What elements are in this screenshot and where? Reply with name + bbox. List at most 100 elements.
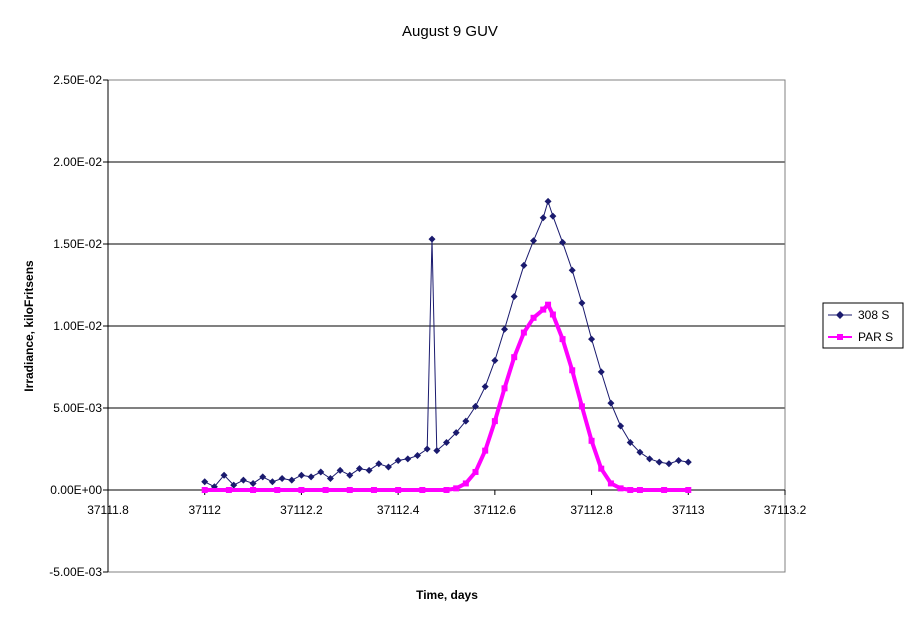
plot-series <box>201 197 692 493</box>
data-point <box>336 466 344 474</box>
data-point <box>443 487 450 493</box>
data-point <box>559 336 566 343</box>
data-point <box>346 471 354 479</box>
data-point <box>559 238 567 246</box>
data-point <box>404 455 412 463</box>
data-point <box>433 447 441 455</box>
x-tick-label: 37112.4 <box>377 503 420 517</box>
chart-title: August 9 GUV <box>402 23 498 40</box>
data-point <box>597 368 605 376</box>
data-point <box>375 460 383 468</box>
data-point <box>201 487 208 493</box>
data-point <box>626 438 634 446</box>
data-point <box>636 487 643 493</box>
x-tick-label: 37113.2 <box>764 503 807 517</box>
legend-label-308s: 308 S <box>858 308 889 322</box>
series-line <box>204 302 689 492</box>
data-point <box>326 475 334 483</box>
data-point <box>646 455 654 463</box>
data-point <box>428 235 436 243</box>
data-point <box>481 383 489 391</box>
data-point <box>607 480 614 487</box>
legend-box <box>822 302 904 349</box>
data-point <box>274 487 281 493</box>
y-tick-label: 1.50E-02 <box>53 237 102 251</box>
data-point <box>530 237 538 245</box>
legend-marker-pars <box>837 334 843 340</box>
data-point <box>370 487 377 493</box>
data-point <box>501 385 508 392</box>
data-point <box>452 429 460 437</box>
data-point <box>249 479 257 487</box>
data-point <box>322 487 329 493</box>
data-point <box>413 452 421 460</box>
data-point <box>250 487 257 493</box>
series-pars <box>201 301 692 493</box>
x-tick-label: 37111.8 <box>87 503 129 517</box>
y-tick-label: -5.00E-03 <box>49 565 102 579</box>
data-point <box>443 438 450 446</box>
data-point <box>588 437 595 444</box>
data-point <box>268 478 276 486</box>
y-tick-label: 2.00E-02 <box>53 155 102 169</box>
legend: 308 S PAR S <box>822 302 904 349</box>
data-point <box>297 471 305 479</box>
y-tick-label: 0.00E+00 <box>50 483 102 497</box>
data-point <box>472 468 479 475</box>
data-point <box>539 214 547 222</box>
legend-marker-308s <box>836 311 844 319</box>
data-point <box>510 292 518 300</box>
data-point <box>636 448 644 456</box>
series-308s <box>201 197 692 491</box>
data-point <box>472 402 480 410</box>
x-tick-label: 37112 <box>188 503 221 517</box>
data-point <box>578 299 586 307</box>
x-tick-label: 37112.8 <box>570 503 613 517</box>
data-point <box>317 468 325 476</box>
data-point <box>511 354 518 361</box>
data-point <box>220 471 228 479</box>
data-point <box>365 466 373 474</box>
y-tick-label: 1.00E-02 <box>53 319 102 333</box>
data-point <box>617 485 624 492</box>
data-point <box>395 487 402 493</box>
data-point <box>384 463 392 471</box>
data-point <box>491 418 498 425</box>
data-point <box>423 445 431 453</box>
data-point <box>598 465 605 472</box>
x-axis-label: Time, days <box>416 588 478 602</box>
x-tick-label: 37113 <box>672 503 705 517</box>
data-point <box>278 475 286 483</box>
y-tick-label: 5.00E-03 <box>53 401 102 415</box>
data-point <box>501 325 509 333</box>
data-point <box>453 485 460 492</box>
data-point <box>665 460 673 468</box>
data-point <box>675 456 683 464</box>
data-point <box>482 447 489 454</box>
y-tick-label: 2.50E-02 <box>53 73 102 87</box>
data-point <box>544 197 552 205</box>
data-point <box>607 399 615 407</box>
data-point <box>491 356 499 364</box>
data-point <box>661 487 668 493</box>
data-point <box>549 212 557 220</box>
data-point <box>225 487 232 493</box>
data-point <box>307 473 315 481</box>
data-point <box>419 487 426 493</box>
data-point <box>655 458 663 466</box>
data-point <box>588 335 596 343</box>
data-point <box>578 403 585 410</box>
data-point <box>684 458 692 466</box>
data-point <box>540 306 547 313</box>
y-axis-label: Irradiance, kiloFritsens <box>22 260 36 392</box>
data-point <box>685 487 692 493</box>
data-point <box>520 329 527 336</box>
data-point <box>462 417 470 425</box>
legend-label-pars: PAR S <box>858 330 893 344</box>
x-tick-label: 37112.2 <box>280 503 323 517</box>
data-point <box>288 476 296 484</box>
data-point <box>569 367 576 374</box>
data-point <box>545 301 552 308</box>
